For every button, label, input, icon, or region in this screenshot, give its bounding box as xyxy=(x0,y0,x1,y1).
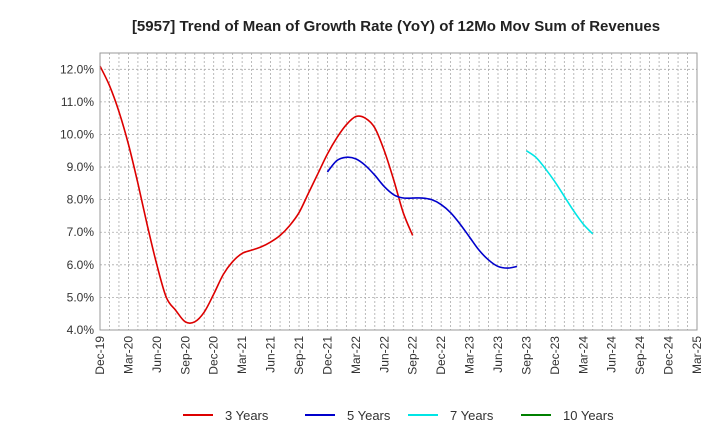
chart-title: [5957] Trend of Mean of Growth Rate (YoY… xyxy=(132,18,660,35)
x-tick-label: Dec-19 xyxy=(93,336,107,375)
y-tick-label: 12.0% xyxy=(60,62,94,76)
x-tick-label: Sep-24 xyxy=(633,336,647,375)
x-tick-label: Mar-24 xyxy=(576,336,590,374)
x-tick-label: Mar-20 xyxy=(121,336,135,374)
legend-label-7-years: 7 Years xyxy=(450,408,494,423)
x-tick-label: Sep-23 xyxy=(519,336,533,375)
x-tick-label: Jun-23 xyxy=(491,336,505,373)
grid xyxy=(100,53,697,331)
x-tick-label: Jun-20 xyxy=(150,336,164,373)
y-tick-label: 4.0% xyxy=(67,323,95,337)
x-tick-label: Jun-24 xyxy=(605,336,619,373)
y-tick-label: 7.0% xyxy=(67,225,95,239)
x-tick-label: Mar-21 xyxy=(235,336,249,374)
y-tick-label: 8.0% xyxy=(67,193,95,207)
series-line-7-years xyxy=(525,150,594,235)
x-tick-label: Sep-22 xyxy=(406,336,420,375)
x-tick-label: Dec-20 xyxy=(207,336,221,375)
series-line-5-years xyxy=(326,156,518,269)
legend: 3 Years 5 Years 7 Years 10 Years xyxy=(183,408,614,423)
y-tick-label: 10.0% xyxy=(60,127,94,141)
x-tick-label: Dec-21 xyxy=(320,336,334,375)
legend-label-10-years: 10 Years xyxy=(563,408,614,423)
x-axis: Dec-19 Mar-20 Jun-20 Sep-20 Dec-20 Mar-21 Jun-… xyxy=(93,336,704,375)
x-tick-label: Jun-21 xyxy=(264,336,278,373)
x-tick-label: Mar-25 xyxy=(690,336,704,374)
y-tick-label: 5.0% xyxy=(67,290,95,304)
legend-label-3-years: 3 Years xyxy=(225,408,269,423)
x-tick-label: Mar-23 xyxy=(463,336,477,374)
legend-label-5-years: 5 Years xyxy=(347,408,391,423)
y-tick-label: 11.0% xyxy=(61,95,94,109)
x-tick-label: Dec-22 xyxy=(434,336,448,375)
series-line-3-years xyxy=(99,65,414,324)
x-tick-label: Jun-22 xyxy=(377,336,391,373)
x-tick-label: Dec-24 xyxy=(662,336,676,375)
x-tick-label: Dec-23 xyxy=(548,336,562,375)
x-tick-label: Mar-22 xyxy=(349,336,363,374)
y-tick-label: 9.0% xyxy=(67,160,95,174)
plot-area xyxy=(99,52,698,331)
y-axis: 4.0% 5.0% 6.0% 7.0% 8.0% 9.0% 10.0% 11.0% 12.0% xyxy=(60,62,94,337)
x-tick-label: Sep-20 xyxy=(178,336,192,375)
y-tick-label: 6.0% xyxy=(67,258,95,272)
series-layer xyxy=(99,65,594,324)
x-tick-label: Sep-21 xyxy=(292,336,306,375)
